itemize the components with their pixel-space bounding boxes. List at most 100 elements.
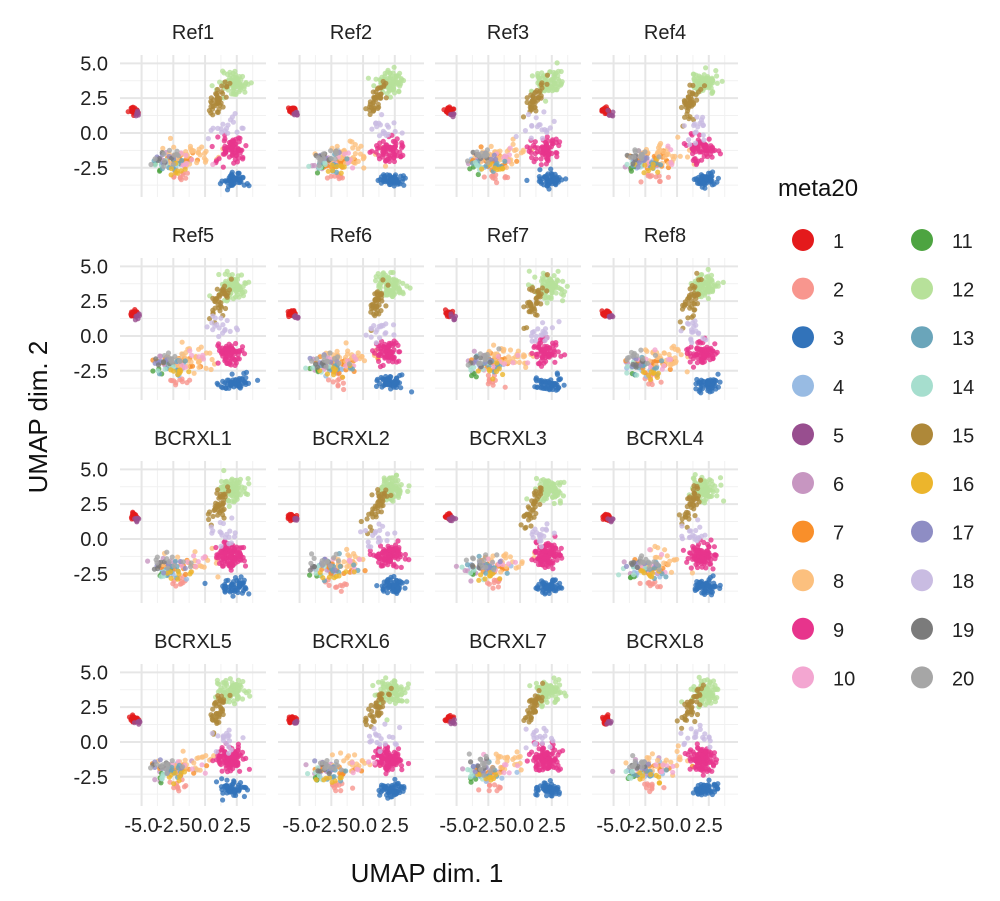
data-point bbox=[390, 322, 397, 328]
data-point bbox=[177, 174, 183, 180]
data-point bbox=[160, 359, 167, 365]
data-point bbox=[405, 488, 411, 494]
data-point bbox=[687, 294, 693, 300]
data-point bbox=[715, 371, 721, 377]
data-point bbox=[195, 150, 201, 156]
data-point bbox=[564, 283, 570, 289]
data-point bbox=[218, 300, 224, 306]
data-point bbox=[189, 352, 195, 358]
data-point bbox=[396, 88, 402, 94]
data-point bbox=[661, 350, 668, 356]
data-point bbox=[345, 552, 351, 558]
data-point bbox=[183, 152, 189, 158]
data-point bbox=[215, 487, 221, 493]
data-point bbox=[391, 90, 398, 96]
data-point bbox=[451, 317, 457, 323]
data-point bbox=[532, 312, 539, 318]
data-point bbox=[175, 568, 181, 575]
data-point bbox=[233, 325, 239, 331]
data-point bbox=[369, 492, 375, 498]
data-point bbox=[241, 544, 247, 551]
data-point bbox=[381, 83, 387, 89]
data-point bbox=[333, 148, 339, 154]
data-point bbox=[601, 107, 607, 113]
data-point bbox=[543, 98, 549, 104]
data-point bbox=[514, 158, 520, 164]
data-point bbox=[657, 178, 663, 184]
data-point bbox=[317, 157, 323, 163]
data-point bbox=[384, 538, 390, 544]
data-point bbox=[338, 170, 344, 176]
data-point bbox=[237, 176, 243, 182]
data-point bbox=[233, 340, 239, 347]
data-point bbox=[387, 94, 393, 100]
data-point bbox=[683, 104, 689, 110]
data-point bbox=[714, 80, 720, 86]
data-point bbox=[643, 347, 649, 353]
data-point bbox=[220, 151, 226, 157]
data-point bbox=[221, 558, 227, 564]
data-point bbox=[495, 353, 501, 360]
data-point bbox=[221, 467, 227, 474]
data-point bbox=[394, 587, 400, 593]
data-point bbox=[358, 143, 364, 149]
data-point bbox=[196, 364, 202, 370]
data-point bbox=[229, 272, 235, 278]
data-point bbox=[373, 511, 379, 518]
point-layer bbox=[125, 68, 254, 193]
data-point bbox=[626, 354, 632, 360]
data-point bbox=[555, 386, 561, 392]
data-point bbox=[395, 80, 401, 86]
data-point bbox=[234, 129, 240, 135]
data-point bbox=[555, 76, 561, 82]
data-point bbox=[694, 301, 701, 307]
data-point bbox=[363, 106, 369, 112]
data-point bbox=[473, 354, 479, 360]
data-point bbox=[538, 561, 544, 568]
data-point bbox=[695, 331, 702, 337]
data-point bbox=[373, 278, 379, 284]
data-point bbox=[493, 368, 500, 375]
data-point bbox=[378, 503, 384, 509]
data-point bbox=[546, 149, 552, 155]
data-point bbox=[562, 352, 568, 358]
data-point bbox=[373, 340, 379, 346]
data-point bbox=[217, 79, 223, 85]
data-point bbox=[672, 360, 679, 366]
data-point bbox=[656, 149, 662, 155]
data-point bbox=[554, 154, 560, 160]
data-point bbox=[380, 149, 386, 155]
data-point bbox=[231, 138, 237, 144]
data-point bbox=[544, 81, 550, 87]
data-point bbox=[388, 354, 394, 360]
data-point bbox=[230, 142, 236, 148]
data-point bbox=[201, 564, 207, 570]
y-tick-label: 5.0 bbox=[80, 256, 108, 278]
data-point bbox=[228, 583, 234, 589]
data-point bbox=[380, 154, 386, 160]
data-point bbox=[665, 143, 671, 149]
data-point bbox=[150, 368, 156, 374]
data-point bbox=[169, 554, 175, 560]
data-point bbox=[548, 166, 554, 172]
data-point bbox=[491, 152, 497, 158]
data-point bbox=[698, 358, 704, 364]
data-point bbox=[204, 324, 210, 330]
data-point bbox=[383, 132, 389, 138]
data-point bbox=[230, 485, 236, 491]
data-point bbox=[642, 162, 648, 168]
data-point bbox=[378, 292, 385, 298]
data-point bbox=[535, 70, 541, 77]
data-point bbox=[155, 362, 162, 368]
data-point bbox=[392, 139, 398, 145]
data-point bbox=[544, 562, 550, 568]
data-point bbox=[379, 112, 385, 118]
data-point bbox=[719, 78, 725, 84]
data-point bbox=[226, 154, 232, 160]
data-point bbox=[686, 137, 692, 143]
data-point bbox=[501, 361, 508, 367]
data-point bbox=[335, 354, 341, 360]
data-point bbox=[705, 296, 712, 302]
data-point bbox=[399, 140, 405, 146]
data-point bbox=[229, 371, 235, 377]
